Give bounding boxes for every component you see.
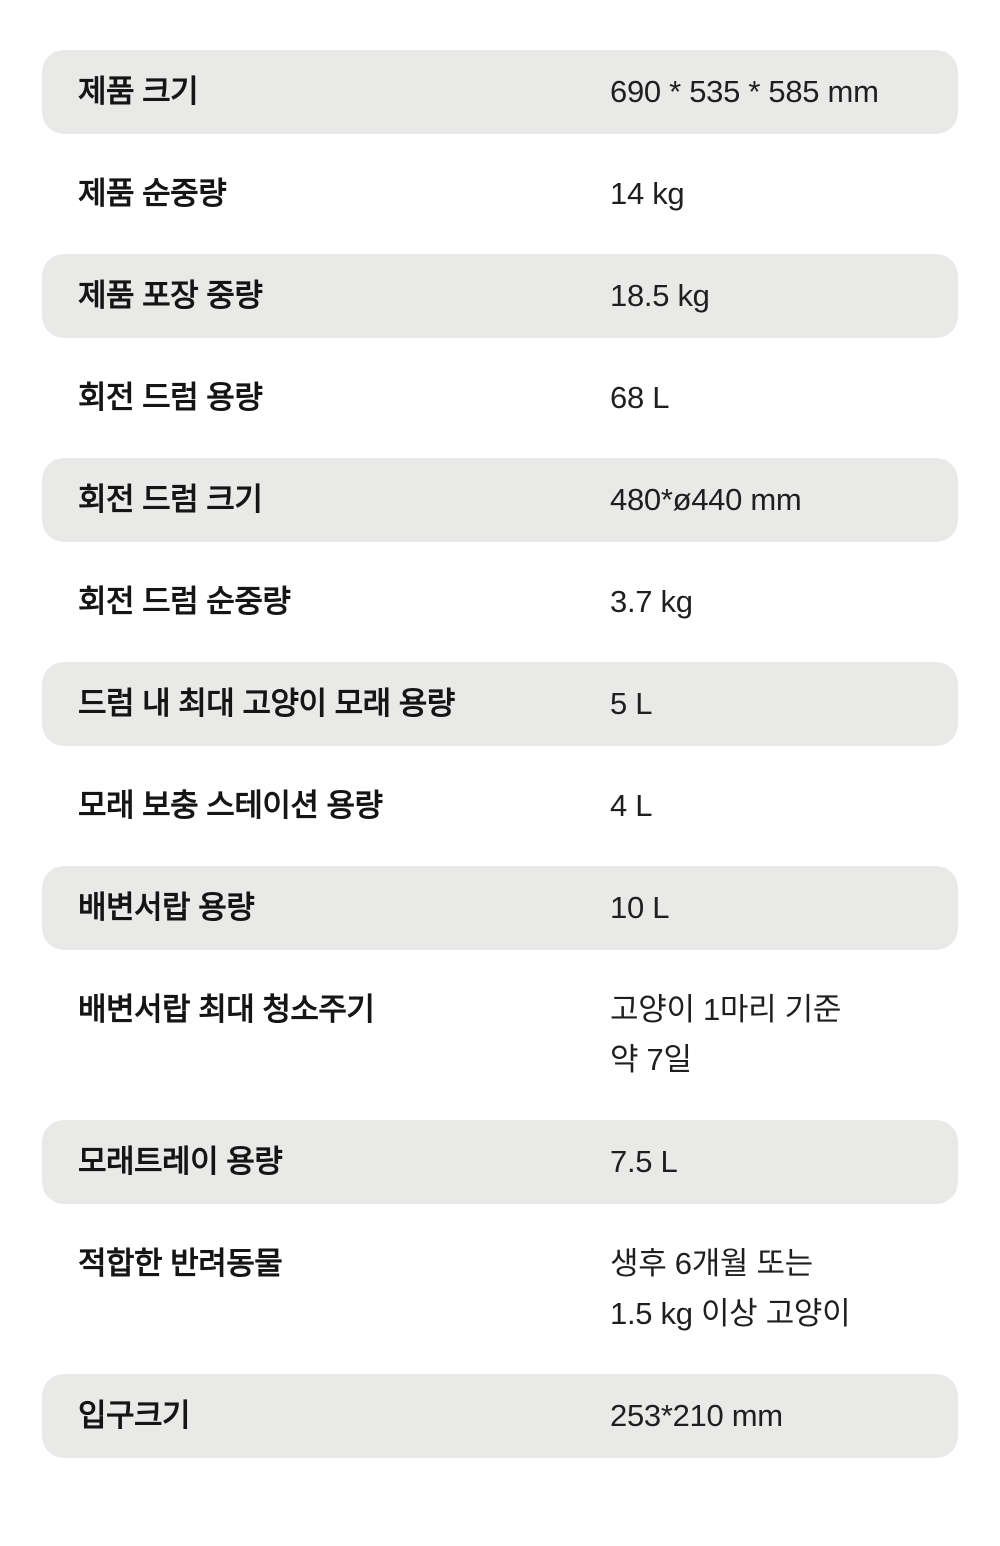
spec-value: 고양이 1마리 기준 약 7일 <box>610 992 842 1077</box>
spec-row: 모래 보충 스테이션 용량 4 L <box>42 764 958 848</box>
spec-row: 회전 드럼 크기 480*ø440 mm <box>42 458 958 542</box>
spec-row: 모래트레이 용량 7.5 L <box>42 1120 958 1204</box>
spec-value: 690 * 535 * 585 mm <box>610 74 879 109</box>
spec-label: 입구크기 <box>78 1398 191 1433</box>
spec-row: 배변서랍 용량 10 L <box>42 866 958 950</box>
spec-value: 3.7 kg <box>610 584 693 619</box>
spec-label: 회전 드럼 용량 <box>78 380 263 415</box>
spec-label: 회전 드럼 크기 <box>78 482 263 517</box>
spec-row: 적합한 반려동물 생후 6개월 또는 1.5 kg 이상 고양이 <box>42 1222 958 1356</box>
spec-value: 생후 6개월 또는 1.5 kg 이상 고양이 <box>610 1246 851 1331</box>
spec-table: 제품 크기 690 * 535 * 585 mm 제품 순중량 14 kg 제품… <box>42 50 958 1458</box>
spec-row: 배변서랍 최대 청소주기 고양이 1마리 기준 약 7일 <box>42 968 958 1102</box>
spec-value: 14 kg <box>610 176 685 211</box>
spec-value: 4 L <box>610 788 653 823</box>
spec-row: 제품 순중량 14 kg <box>42 152 958 236</box>
spec-label: 적합한 반려동물 <box>78 1246 283 1281</box>
spec-label: 배변서랍 용량 <box>78 890 255 925</box>
spec-label: 회전 드럼 순중량 <box>78 584 291 619</box>
spec-value: 480*ø440 mm <box>610 482 802 517</box>
spec-label: 드럼 내 최대 고양이 모래 용량 <box>78 686 455 721</box>
spec-row: 입구크기 253*210 mm <box>42 1374 958 1458</box>
spec-label: 제품 포장 중량 <box>78 278 263 313</box>
spec-label: 배변서랍 최대 청소주기 <box>78 992 375 1027</box>
spec-label: 모래 보충 스테이션 용량 <box>78 788 383 823</box>
spec-value: 5 L <box>610 686 653 721</box>
spec-value: 68 L <box>610 380 670 415</box>
spec-row: 드럼 내 최대 고양이 모래 용량 5 L <box>42 662 958 746</box>
spec-row: 제품 포장 중량 18.5 kg <box>42 254 958 338</box>
spec-value: 18.5 kg <box>610 278 710 313</box>
spec-label: 제품 크기 <box>78 74 199 109</box>
spec-row: 회전 드럼 순중량 3.7 kg <box>42 560 958 644</box>
spec-label: 제품 순중량 <box>78 176 227 211</box>
spec-value: 7.5 L <box>610 1144 678 1179</box>
spec-value: 10 L <box>610 890 670 925</box>
spec-label: 모래트레이 용량 <box>78 1144 283 1179</box>
spec-row: 제품 크기 690 * 535 * 585 mm <box>42 50 958 134</box>
spec-row: 회전 드럼 용량 68 L <box>42 356 958 440</box>
spec-value: 253*210 mm <box>610 1398 783 1433</box>
